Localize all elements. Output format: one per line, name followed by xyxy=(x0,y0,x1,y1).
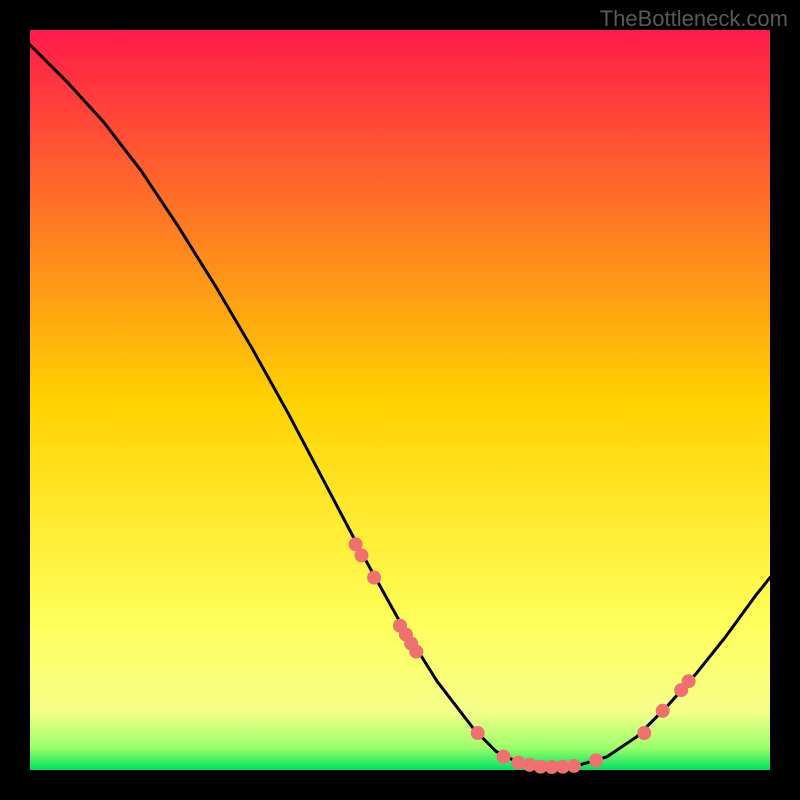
data-marker xyxy=(497,750,511,764)
chart-container: TheBottleneck.com xyxy=(0,0,800,800)
watermark-text: TheBottleneck.com xyxy=(600,6,788,32)
data-marker xyxy=(567,759,581,773)
data-marker xyxy=(682,674,696,688)
data-marker xyxy=(471,726,485,740)
plot-background xyxy=(30,30,770,770)
data-marker xyxy=(656,704,670,718)
data-marker xyxy=(637,726,651,740)
data-marker xyxy=(367,571,381,585)
data-marker xyxy=(589,753,603,767)
data-marker xyxy=(355,548,369,562)
data-marker xyxy=(409,645,423,659)
bottleneck-curve-chart xyxy=(0,0,800,800)
